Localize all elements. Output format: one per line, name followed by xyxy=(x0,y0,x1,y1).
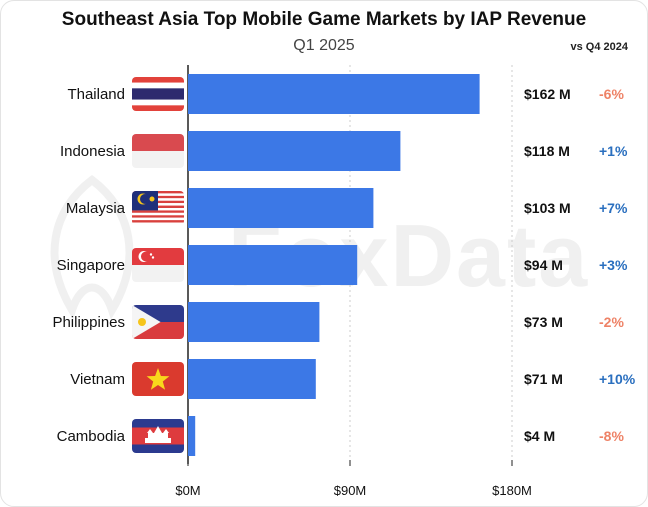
country-label: Singapore xyxy=(57,257,125,274)
comparison-label: vs Q4 2024 xyxy=(570,41,629,53)
country-label: Malaysia xyxy=(66,200,126,217)
change-label: +3% xyxy=(599,257,628,273)
value-label: $4 M xyxy=(524,428,555,444)
value-label: $103 M xyxy=(524,200,571,216)
value-label: $71 M xyxy=(524,371,563,387)
cambodia-flag-icon xyxy=(132,419,184,453)
philippines-flag-icon xyxy=(132,305,184,339)
x-tick-label: $90M xyxy=(334,483,367,498)
change-label: -8% xyxy=(599,428,624,444)
bar xyxy=(188,359,316,399)
bar xyxy=(188,416,196,456)
bar xyxy=(188,245,358,285)
chart-title: Southeast Asia Top Mobile Game Markets b… xyxy=(61,9,587,30)
change-label: -2% xyxy=(599,314,624,330)
change-label: +1% xyxy=(599,143,628,159)
chart-subtitle: Q1 2025 xyxy=(293,37,355,54)
country-label: Vietnam xyxy=(70,371,125,388)
indonesia-flag-icon xyxy=(132,134,184,168)
x-tick-label: $0M xyxy=(175,483,200,498)
country-label: Cambodia xyxy=(57,428,126,445)
change-label: +7% xyxy=(599,200,628,216)
value-label: $73 M xyxy=(524,314,563,330)
x-tick-label: $180M xyxy=(492,483,532,498)
country-label: Indonesia xyxy=(60,143,126,160)
country-label: Thailand xyxy=(67,86,125,103)
bar xyxy=(188,302,320,342)
singapore-flag-icon xyxy=(132,248,184,282)
country-label: Philippines xyxy=(52,314,125,331)
vietnam-flag-icon xyxy=(132,362,184,396)
malaysia-flag-icon xyxy=(132,191,184,225)
bar xyxy=(188,131,401,171)
foxdata-logo-watermark-icon xyxy=(50,174,134,320)
change-label: +10% xyxy=(599,371,636,387)
value-label: $118 M xyxy=(524,143,570,159)
change-label: -6% xyxy=(599,86,624,102)
bar xyxy=(188,188,374,228)
value-label: $94 M xyxy=(524,257,563,273)
bar xyxy=(188,74,480,114)
thailand-flag-icon xyxy=(132,77,184,111)
value-label: $162 M xyxy=(524,86,571,102)
